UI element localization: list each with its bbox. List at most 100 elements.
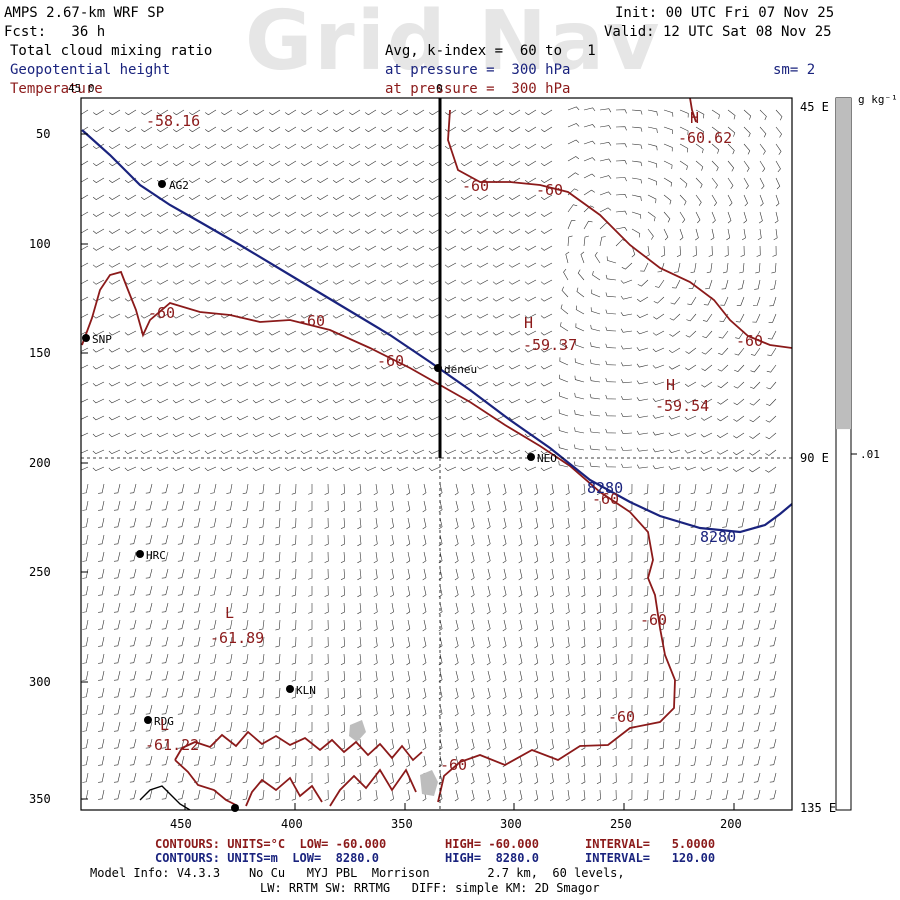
wind-barb bbox=[508, 449, 521, 455]
wind-barb bbox=[237, 126, 249, 133]
wind-barb bbox=[541, 126, 553, 133]
wind-barb bbox=[508, 364, 521, 370]
wind-barb bbox=[591, 289, 601, 298]
wind-barb bbox=[140, 262, 153, 268]
wind-barb bbox=[668, 347, 681, 354]
wind-barb bbox=[258, 704, 265, 716]
wind-barb bbox=[718, 347, 729, 356]
wind-barb bbox=[753, 636, 761, 647]
wind-barb bbox=[125, 126, 137, 133]
wind-barb bbox=[81, 381, 89, 386]
wind-barb bbox=[113, 789, 121, 800]
wind-barb bbox=[476, 415, 489, 421]
wind-barb bbox=[508, 143, 521, 150]
wind-barb bbox=[357, 619, 362, 632]
wind-barb bbox=[599, 141, 612, 146]
wind-barb bbox=[583, 173, 596, 179]
wind-barb bbox=[753, 500, 761, 511]
wind-barb bbox=[674, 619, 681, 631]
wind-barb bbox=[397, 109, 409, 116]
wind-barb bbox=[438, 619, 443, 632]
wind-barb bbox=[737, 636, 745, 647]
wind-barb bbox=[674, 653, 681, 665]
wind-barb bbox=[659, 517, 665, 529]
wind-barb bbox=[145, 721, 153, 732]
wind-barb bbox=[390, 636, 394, 649]
wind-barb bbox=[621, 262, 633, 270]
wind-barb bbox=[444, 177, 457, 183]
wind-barb bbox=[706, 738, 713, 749]
wind-barb bbox=[357, 517, 362, 530]
wind-barb bbox=[508, 398, 521, 404]
high-pressure-mark: H bbox=[666, 376, 675, 394]
wind-barb bbox=[589, 445, 601, 451]
wind-barb bbox=[113, 636, 121, 647]
wind-barb bbox=[612, 721, 617, 733]
wind-barb bbox=[348, 347, 361, 353]
wind-barb bbox=[390, 619, 394, 632]
wind-barb bbox=[581, 534, 586, 547]
wind-barb bbox=[628, 772, 633, 784]
wind-barb bbox=[565, 500, 570, 513]
wind-barb bbox=[357, 789, 362, 802]
wind-barb bbox=[316, 160, 329, 167]
wind-barb bbox=[373, 585, 378, 598]
wind-barb bbox=[596, 602, 601, 614]
wind-barb bbox=[643, 602, 649, 614]
wind-barb bbox=[316, 296, 329, 302]
wind-barb bbox=[210, 483, 217, 494]
wind-barb bbox=[268, 432, 281, 438]
wind-barb bbox=[308, 637, 313, 648]
wind-barb bbox=[674, 636, 681, 648]
wind-barb bbox=[332, 347, 345, 353]
wind-barb bbox=[396, 262, 409, 268]
wind-barb bbox=[380, 381, 393, 387]
wind-barb bbox=[599, 125, 612, 130]
wind-barb bbox=[406, 738, 411, 751]
wind-barb bbox=[674, 551, 681, 563]
wind-barb bbox=[324, 738, 329, 750]
wind-barb bbox=[140, 313, 153, 319]
wind-barb bbox=[753, 721, 761, 732]
wind-barb bbox=[628, 721, 633, 733]
wind-barb bbox=[373, 534, 378, 547]
wind-barb bbox=[98, 619, 105, 630]
wind-barb bbox=[373, 551, 378, 564]
wind-barb bbox=[108, 330, 121, 336]
wind-barb bbox=[390, 585, 394, 598]
wind-barb bbox=[659, 738, 665, 750]
wind-barb bbox=[210, 755, 217, 766]
wind-barb bbox=[349, 109, 361, 116]
wind-barb bbox=[759, 160, 766, 172]
wind-barb bbox=[98, 653, 105, 664]
wind-barb bbox=[188, 364, 201, 370]
wind-barb bbox=[690, 585, 697, 596]
wind-barb bbox=[291, 721, 297, 733]
wind-barb bbox=[659, 687, 665, 699]
wind-barb bbox=[348, 398, 361, 404]
wind-barb bbox=[486, 483, 491, 496]
wind-barb bbox=[596, 619, 601, 631]
wind-barb bbox=[98, 687, 105, 698]
wind-barb bbox=[631, 194, 642, 201]
wind-barb bbox=[534, 500, 539, 513]
wind-barb bbox=[113, 721, 121, 732]
wind-barb bbox=[210, 585, 217, 596]
wind-barb bbox=[476, 211, 489, 217]
wind-barb bbox=[759, 109, 767, 121]
wind-barb bbox=[643, 670, 649, 682]
wind-barb bbox=[193, 687, 201, 698]
wind-barb bbox=[508, 381, 521, 387]
wind-barb bbox=[492, 228, 505, 234]
wind-barb bbox=[596, 568, 601, 580]
wind-barb bbox=[690, 551, 697, 562]
wind-barb bbox=[428, 228, 441, 234]
wind-barb bbox=[454, 602, 459, 615]
wind-barb bbox=[308, 518, 313, 529]
wind-barb bbox=[275, 602, 281, 614]
wind-barb bbox=[668, 364, 681, 370]
wind-barb bbox=[129, 483, 137, 494]
field-temperature-label: Temperature bbox=[10, 81, 103, 97]
wind-barb bbox=[628, 585, 633, 597]
wind-barb bbox=[284, 279, 297, 285]
